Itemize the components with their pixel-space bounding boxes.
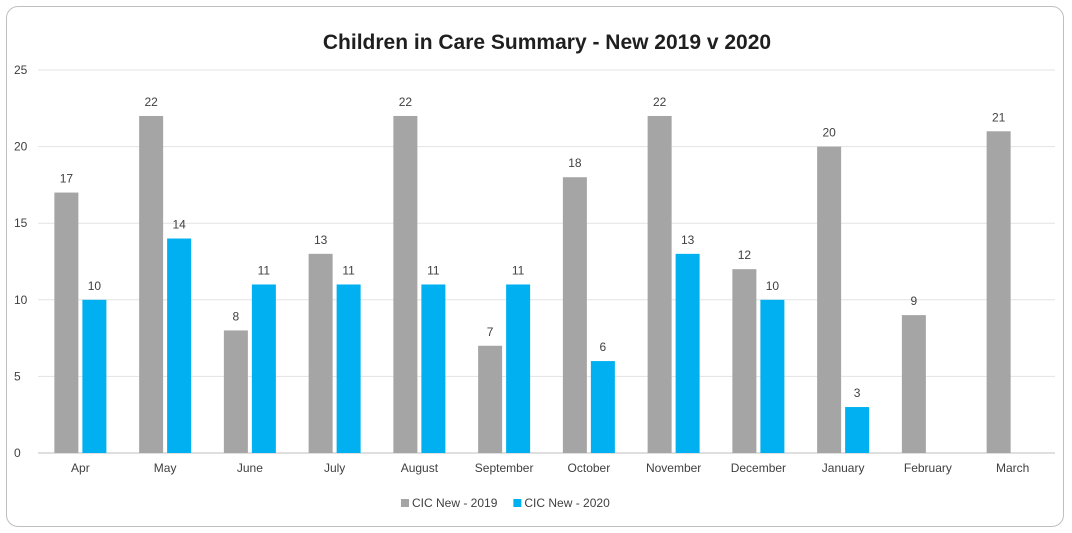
data-label: 11 [427, 263, 440, 277]
legend-item-2020: CIC New - 2020 [513, 496, 610, 510]
data-label: 20 [822, 126, 836, 140]
bar-2020-june [251, 284, 276, 453]
data-label: 6 [600, 340, 607, 354]
legend-swatch [513, 499, 522, 507]
bar-2020-january [845, 407, 870, 453]
bar-2020-may [167, 238, 192, 453]
data-label: 17 [60, 172, 74, 186]
bar-2019-january [817, 146, 842, 453]
legend: CIC New - 2019 CIC New - 2020 [401, 496, 610, 510]
x-tick-label: December [731, 461, 786, 475]
x-tick-label: September [475, 461, 534, 475]
data-label: 13 [681, 233, 695, 247]
bar-2020-august [421, 284, 446, 453]
data-label: 3 [854, 386, 861, 400]
bar-2019-june [223, 330, 248, 453]
bar-2019-may [139, 115, 164, 454]
bars [54, 115, 1011, 454]
legend-item-2019: CIC New - 2019 [401, 496, 498, 510]
y-tick-label: 5 [14, 369, 21, 383]
y-tick-label: 10 [14, 293, 28, 307]
bar-2019-august [393, 115, 418, 454]
data-label: 7 [487, 325, 494, 339]
data-label: 14 [172, 218, 186, 232]
chart-title: Children in Care Summary - New 2019 v 20… [323, 31, 771, 54]
y-tick-label: 25 [14, 63, 28, 77]
bar-2019-march [986, 131, 1011, 453]
data-label: 18 [568, 156, 582, 170]
bar-2019-february [901, 315, 926, 453]
data-label: 22 [399, 95, 413, 109]
bar-2020-july [336, 284, 361, 453]
bar-2019-july [308, 253, 333, 453]
x-tick-label: June [237, 461, 263, 475]
bar-2020-october [590, 361, 615, 453]
bar-2019-october [562, 177, 587, 454]
x-tick-label: October [568, 461, 611, 475]
x-tick-label: November [646, 461, 701, 475]
data-label: 13 [314, 233, 328, 247]
y-tick-label: 20 [14, 140, 28, 154]
data-label: 22 [144, 95, 158, 109]
data-label: 11 [258, 263, 271, 277]
gridlines [38, 69, 1055, 454]
bar-2020-apr [82, 299, 107, 453]
x-tick-label: May [154, 461, 177, 475]
data-label: 22 [653, 95, 667, 109]
bar-2019-apr [54, 192, 79, 453]
data-label: 11 [512, 263, 525, 277]
x-tick-label: March [996, 461, 1029, 475]
bar-2019-november [647, 115, 672, 454]
bar-2020-december [760, 299, 785, 453]
x-axis: Apr May June July August September October Nove… [71, 461, 1029, 475]
y-tick-label: 15 [14, 216, 28, 230]
x-tick-label: January [822, 461, 865, 475]
data-label: 11 [342, 263, 355, 277]
legend-label: CIC New - 2019 [412, 496, 498, 510]
x-tick-label: July [324, 461, 345, 475]
legend-swatch [401, 499, 409, 507]
bar-2020-september [506, 284, 531, 453]
data-label: 10 [766, 279, 780, 293]
x-tick-label: August [401, 461, 439, 475]
data-label: 21 [992, 110, 1006, 124]
data-label: 10 [88, 279, 102, 293]
x-tick-label: Apr [71, 461, 90, 475]
bar-2019-september [478, 345, 503, 453]
x-tick-label: February [904, 461, 952, 475]
data-label: 9 [911, 294, 918, 308]
legend-label: CIC New - 2020 [524, 496, 610, 510]
bar-2019-december [732, 269, 757, 453]
data-label: 8 [233, 309, 240, 323]
y-axis: 0 5 10 15 20 25 [14, 63, 28, 460]
y-tick-label: 0 [14, 446, 21, 460]
bar-2020-november [675, 253, 700, 453]
data-labels: 17 10 22 14 8 11 13 11 22 11 7 11 18 6 22 13 12 10 20 3 9 21 [60, 95, 1006, 400]
data-label: 12 [738, 248, 752, 262]
